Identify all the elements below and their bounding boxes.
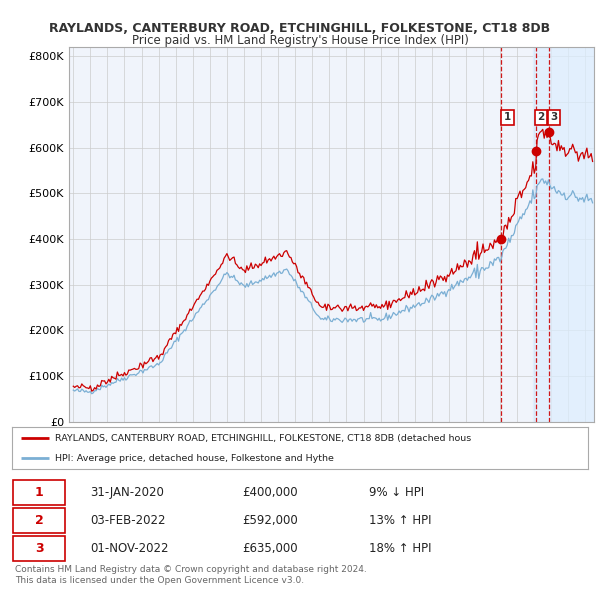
FancyBboxPatch shape [13,480,65,504]
Text: 18% ↑ HPI: 18% ↑ HPI [369,542,431,555]
Text: 3: 3 [35,542,43,555]
Text: 03-FEB-2022: 03-FEB-2022 [90,514,165,527]
Text: Contains HM Land Registry data © Crown copyright and database right 2024.: Contains HM Land Registry data © Crown c… [15,565,367,574]
Text: 2: 2 [538,112,545,122]
Text: £592,000: £592,000 [242,514,298,527]
Text: 2: 2 [35,514,43,527]
Text: RAYLANDS, CANTERBURY ROAD, ETCHINGHILL, FOLKESTONE, CT18 8DB: RAYLANDS, CANTERBURY ROAD, ETCHINGHILL, … [49,22,551,35]
Text: £635,000: £635,000 [242,542,298,555]
FancyBboxPatch shape [13,508,65,533]
Text: Price paid vs. HM Land Registry's House Price Index (HPI): Price paid vs. HM Land Registry's House … [131,34,469,47]
Text: 3: 3 [550,112,557,122]
Text: 9% ↓ HPI: 9% ↓ HPI [369,486,424,499]
Text: 13% ↑ HPI: 13% ↑ HPI [369,514,431,527]
Text: £400,000: £400,000 [242,486,298,499]
Text: 1: 1 [35,486,43,499]
Text: RAYLANDS, CANTERBURY ROAD, ETCHINGHILL, FOLKESTONE, CT18 8DB (detached hous: RAYLANDS, CANTERBURY ROAD, ETCHINGHILL, … [55,434,472,443]
Text: This data is licensed under the Open Government Licence v3.0.: This data is licensed under the Open Gov… [15,576,304,585]
Text: 1: 1 [504,112,511,122]
FancyBboxPatch shape [13,536,65,561]
Text: 31-JAN-2020: 31-JAN-2020 [90,486,164,499]
Bar [533,47,594,422]
Text: HPI: Average price, detached house, Folkestone and Hythe: HPI: Average price, detached house, Folk… [55,454,334,463]
Text: 01-NOV-2022: 01-NOV-2022 [90,542,168,555]
